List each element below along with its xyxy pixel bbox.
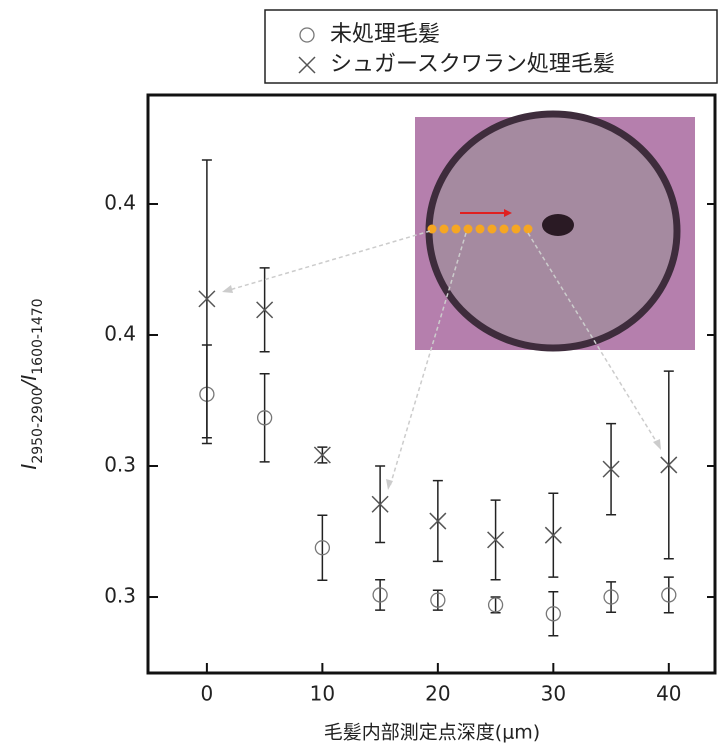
error-bar: [317, 515, 327, 580]
y-tick-label: 0.4: [104, 190, 136, 214]
points-row: [428, 225, 533, 234]
error-bar: [375, 580, 385, 610]
x-tick-label: 20: [425, 682, 450, 706]
y-tick-label: 0.3: [104, 584, 136, 608]
legend-label: シュガースクワラン処理毛髪: [330, 52, 615, 77]
y-label-main: /I: [17, 375, 41, 390]
x-tick-label: 10: [310, 682, 335, 706]
error-bar: [664, 577, 674, 613]
y-tick-label: 0.4: [104, 322, 136, 346]
error-bar: [548, 592, 558, 636]
y-label-sub: 1600-1470: [30, 298, 46, 374]
x-axis-label: 毛髪内部測定点深度(μm): [324, 722, 540, 744]
error-bar: [606, 582, 616, 612]
medulla: [542, 214, 574, 236]
legend-label: 未処理毛髪: [330, 22, 440, 47]
y-label-sub: 2950-2900: [30, 387, 46, 463]
x-tick-label: 40: [656, 682, 681, 706]
inset-photo: [222, 114, 695, 490]
chart: 未処理毛髪シュガースクワラン処理毛髪 0.3 0.3 0.4 0.4 0 10 20 30 40…: [0, 0, 719, 751]
x-tick-label: 0: [201, 682, 214, 706]
y-tick-label: 0.3: [104, 453, 136, 477]
y-axis-label: I2950-2900/I1600-1470: [17, 298, 47, 469]
error-bar: [260, 374, 270, 462]
x-tick-label: 30: [541, 682, 566, 706]
